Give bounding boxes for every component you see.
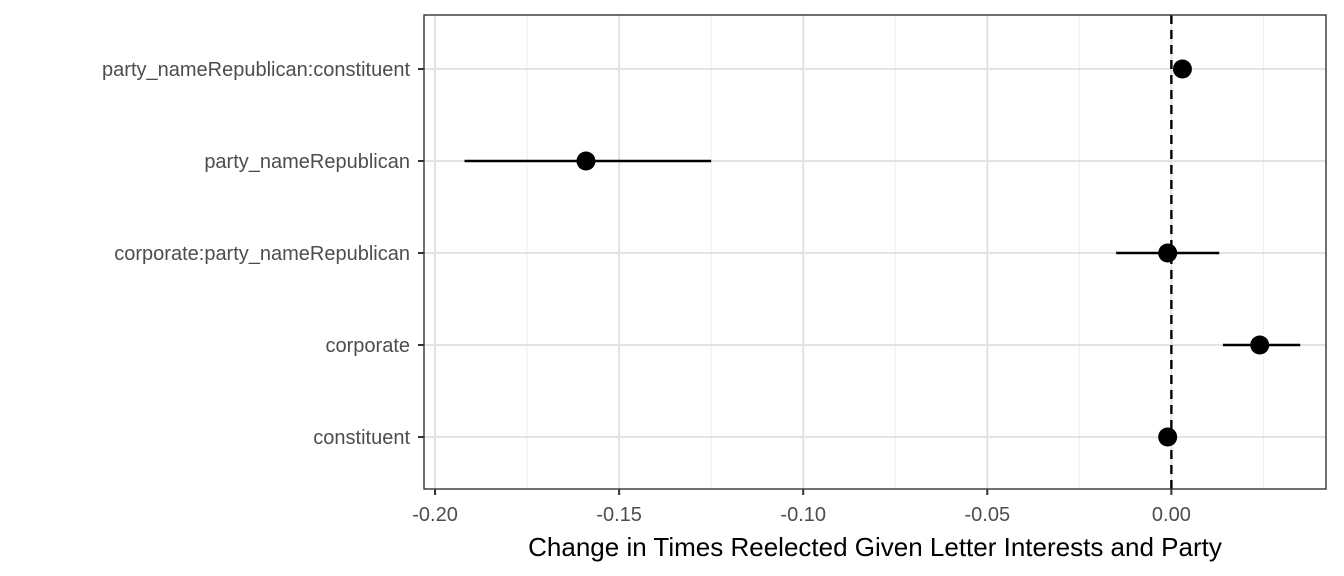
point-estimate	[1250, 335, 1270, 355]
x-axis-title: Change in Times Reelected Given Letter I…	[528, 532, 1222, 562]
y-axis: party_nameRepublican:constituent party_na…	[102, 59, 424, 449]
point-estimates	[576, 59, 1270, 447]
x-axis: -0.20 -0.15 -0.10 -0.05 0.00	[412, 489, 1191, 526]
point-estimate	[576, 151, 596, 171]
x-tick-label: -0.20	[412, 504, 458, 526]
point-estimate	[1172, 59, 1192, 79]
x-tick-label: -0.15	[596, 504, 642, 526]
y-tick-label: constituent	[313, 427, 410, 449]
x-tick-label: 0.00	[1152, 504, 1191, 526]
point-estimate	[1158, 243, 1178, 263]
x-tick-label: -0.10	[780, 504, 826, 526]
y-tick-label: party_nameRepublican:constituent	[102, 59, 410, 81]
y-tick-label: corporate:party_nameRepublican	[114, 243, 410, 265]
y-tick-label: corporate	[326, 335, 411, 357]
y-tick-label: party_nameRepublican	[204, 151, 410, 173]
point-estimate	[1158, 427, 1178, 447]
x-tick-label: -0.05	[964, 504, 1010, 526]
